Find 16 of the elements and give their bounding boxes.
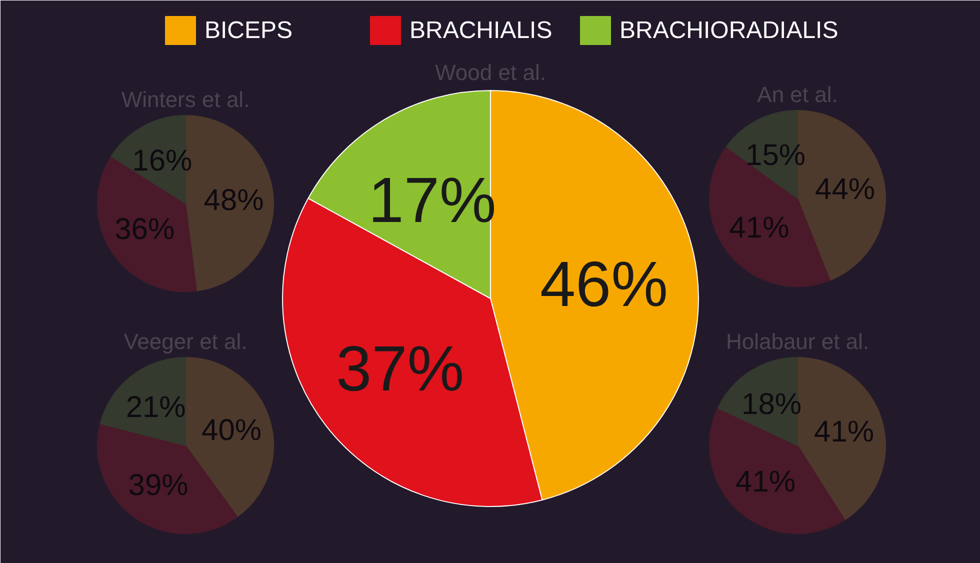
data-label: 37% <box>336 332 464 405</box>
data-label: 16% <box>132 144 192 178</box>
data-label: 39% <box>128 469 188 502</box>
legend-label: BICEPS <box>204 17 293 44</box>
data-label: 44% <box>815 172 876 206</box>
data-label: 41% <box>729 212 790 245</box>
data-label: 18% <box>742 388 802 422</box>
data-label: 15% <box>746 138 806 172</box>
data-label: 48% <box>204 184 264 217</box>
legend-label: BRACHIALIS <box>410 17 552 44</box>
data-label: 41% <box>735 465 796 498</box>
data-label: 46% <box>540 248 668 320</box>
data-label: 36% <box>114 212 175 246</box>
legend-label: BRACHIORADIALIS <box>620 17 838 44</box>
data-label: 41% <box>814 415 874 448</box>
data-label: 40% <box>202 414 262 448</box>
